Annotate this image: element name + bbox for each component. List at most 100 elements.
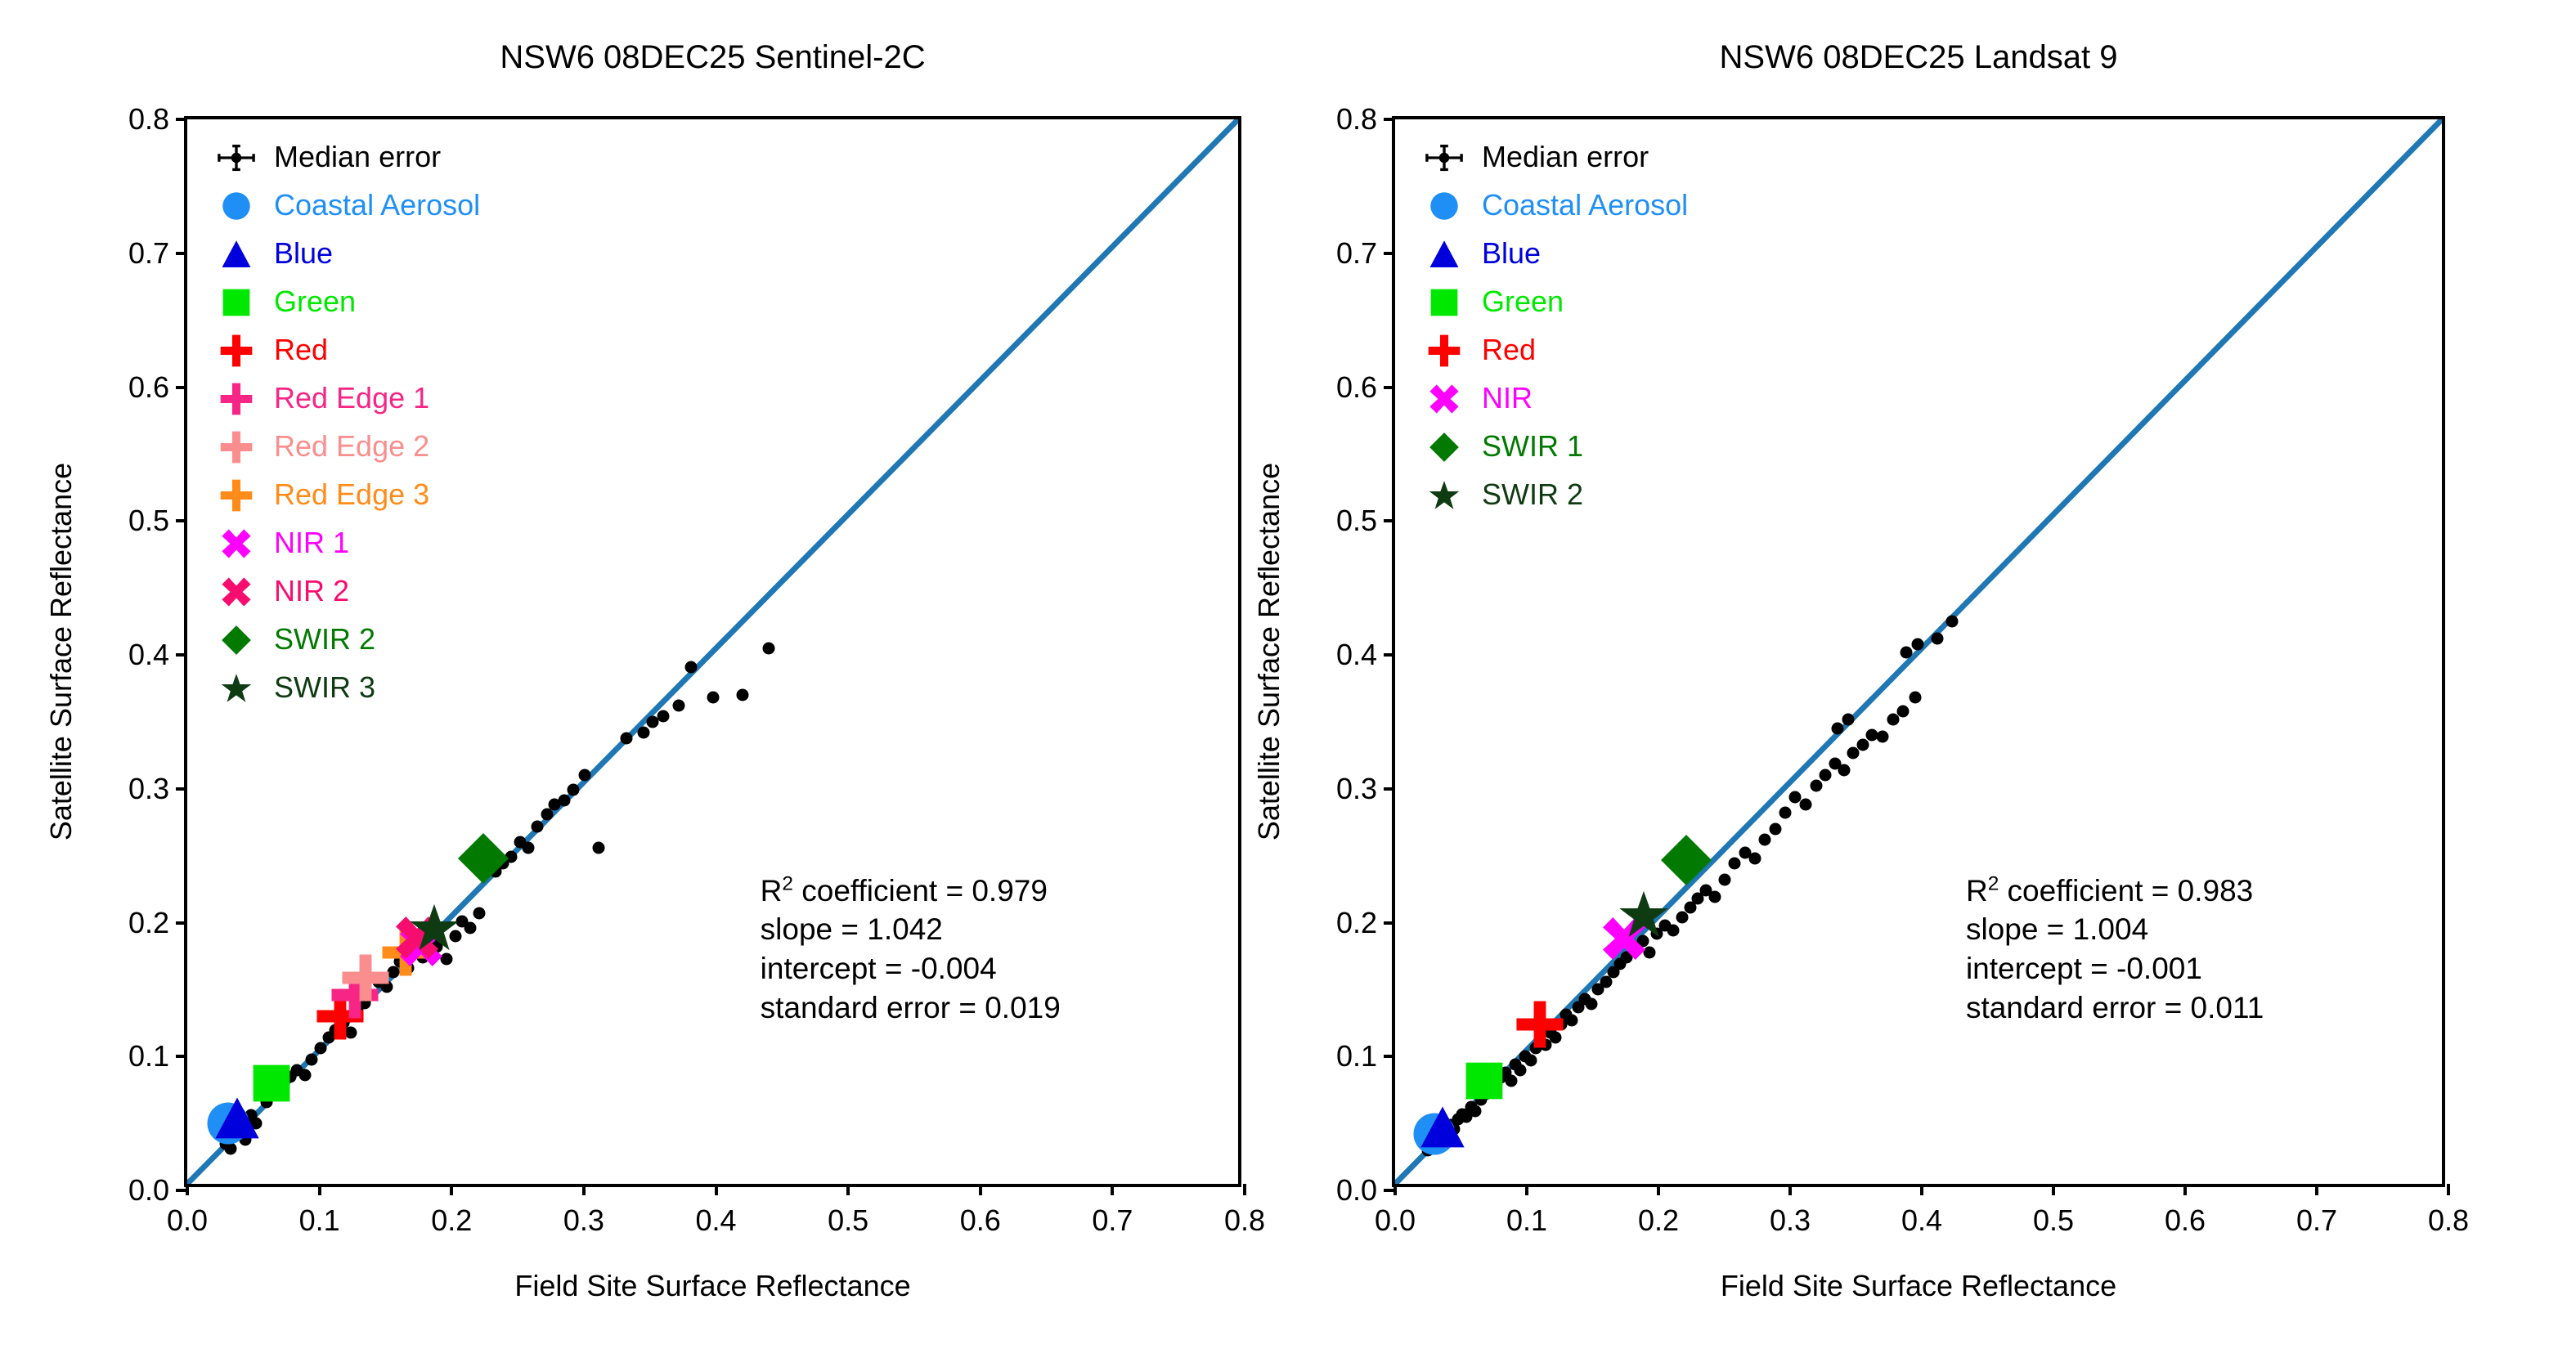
legend-label: SWIR 3 bbox=[274, 670, 376, 704]
scatter-point bbox=[1865, 728, 1878, 742]
scatter-point bbox=[1931, 632, 1944, 645]
legend-item-swir-1[interactable]: SWIR 1 bbox=[1407, 424, 1688, 472]
stat-r2-exponent: 2 bbox=[782, 872, 793, 895]
scatter-point bbox=[298, 1069, 312, 1082]
scatter-point bbox=[1911, 638, 1924, 651]
y-axis-label: Satellite Surface Reflectance bbox=[1252, 462, 1286, 841]
scatter-point bbox=[305, 1053, 318, 1066]
y-tick-label: 0.3 bbox=[1335, 771, 1377, 805]
y-tick bbox=[176, 385, 187, 389]
y-tick-label: 0.4 bbox=[1335, 638, 1377, 671]
stat-r2-symbol: R bbox=[760, 873, 783, 908]
x-tick bbox=[317, 1184, 321, 1195]
legend-item-red[interactable]: Red bbox=[1407, 327, 1688, 375]
stat-slope: slope = 1.042 bbox=[760, 912, 943, 947]
legend-label: Green bbox=[1482, 285, 1564, 318]
scatter-point bbox=[646, 715, 659, 728]
x-tick bbox=[1243, 1184, 1246, 1195]
y-tick bbox=[1384, 921, 1395, 925]
scatter-point bbox=[736, 688, 749, 701]
legend-label: SWIR 2 bbox=[1482, 477, 1584, 511]
legend-item-red-edge-2[interactable]: Red Edge 2 bbox=[199, 424, 480, 472]
scatter-point bbox=[1788, 791, 1802, 804]
scatter-point bbox=[567, 783, 580, 796]
band-marker-red-edge-2 bbox=[340, 952, 391, 1003]
stat-standard-error: standard error = 0.011 bbox=[1965, 990, 2264, 1024]
legend-label: Coastal Aerosol bbox=[1482, 188, 1689, 222]
scatter-point bbox=[1684, 901, 1697, 914]
x-tick bbox=[978, 1184, 982, 1195]
y-tick bbox=[1384, 653, 1395, 657]
legend-label: NIR bbox=[1482, 381, 1533, 415]
legend-label: Red Edge 3 bbox=[274, 477, 430, 511]
legend-item-coastal-aerosol[interactable]: Coastal Aerosol bbox=[199, 182, 480, 231]
scatter-point bbox=[1600, 975, 1613, 988]
scatter-point bbox=[1779, 806, 1792, 819]
chart-panel-landsat-9: NSW6 08DEC25 Landsat 9 0.0 0.0 0.1 0.1 0.2 0.2… bbox=[1252, 0, 2576, 1349]
scatter-point bbox=[1819, 769, 1832, 782]
one-to-one-line bbox=[1395, 119, 2442, 1184]
legend-item-nir[interactable]: NIR bbox=[1407, 375, 1688, 424]
scatter-point bbox=[548, 798, 561, 811]
legend-marker-triangle-icon bbox=[1407, 231, 1482, 279]
legend-label: NIR 2 bbox=[274, 574, 350, 607]
x-tick bbox=[1111, 1184, 1115, 1195]
y-axis-label: Satellite Surface Reflectance bbox=[44, 462, 78, 841]
legend-item-median-error[interactable]: Median error bbox=[199, 134, 480, 182]
legend-item-swir-2[interactable]: SWIR 2 bbox=[199, 616, 480, 665]
band-marker-red bbox=[1515, 999, 1565, 1050]
legend-marker-plus-icon bbox=[199, 375, 274, 424]
y-tick-label: 0.3 bbox=[128, 771, 169, 805]
legend-marker-plus-icon bbox=[199, 424, 274, 472]
scatter-point bbox=[620, 732, 633, 745]
scatter-point bbox=[578, 769, 591, 782]
legend-marker-xcross-icon bbox=[1407, 375, 1482, 424]
scatter-point bbox=[224, 1142, 237, 1155]
y-tick-label: 0.4 bbox=[128, 638, 169, 671]
y-tick-label: 0.7 bbox=[1335, 235, 1377, 270]
legend: Median error Coastal Aerosol Blue Green Red R… bbox=[199, 134, 480, 713]
x-tick bbox=[1788, 1184, 1792, 1195]
legend-item-blue[interactable]: Blue bbox=[1407, 231, 1688, 279]
y-tick bbox=[1384, 385, 1395, 389]
scatter-point bbox=[1847, 746, 1860, 760]
legend-item-nir-1[interactable]: NIR 1 bbox=[199, 520, 480, 568]
y-tick bbox=[1384, 251, 1395, 255]
scatter-point bbox=[1829, 757, 1842, 770]
legend-marker-circle-icon bbox=[1407, 182, 1482, 231]
legend-marker-square-icon bbox=[1407, 279, 1482, 327]
stat-r2-value: coefficient = 0.979 bbox=[792, 873, 1048, 908]
scatter-point bbox=[592, 841, 605, 854]
legend-item-median-error[interactable]: Median error bbox=[1407, 134, 1688, 182]
legend-item-coastal-aerosol[interactable]: Coastal Aerosol bbox=[1407, 182, 1688, 231]
legend-label: SWIR 1 bbox=[1482, 429, 1584, 463]
scatter-point bbox=[1514, 1064, 1527, 1077]
scatter-point bbox=[531, 820, 544, 833]
legend-item-green[interactable]: Green bbox=[199, 279, 480, 327]
stat-r2-value: coefficient = 0.983 bbox=[1999, 873, 2254, 908]
plot-axes: 0.0 0.0 0.1 0.1 0.2 0.2 0.3 0.3 0.4 0.4 0.5 0.5 0.6 0… bbox=[1336, 102, 2469, 1237]
legend-marker-plus-icon bbox=[199, 327, 274, 375]
y-tick-label: 0.1 bbox=[1335, 1039, 1377, 1073]
legend-item-swir-2[interactable]: SWIR 2 bbox=[1407, 472, 1688, 520]
legend-label: NIR 1 bbox=[274, 526, 350, 559]
legend-label: Red Edge 2 bbox=[274, 429, 430, 463]
scatter-point bbox=[1856, 738, 1869, 751]
legend-item-red-edge-3[interactable]: Red Edge 3 bbox=[199, 472, 480, 520]
legend-item-red-edge-1[interactable]: Red Edge 1 bbox=[199, 375, 480, 424]
scatter-point bbox=[1708, 890, 1721, 903]
plot-axes: 0.0 0.0 0.1 0.1 0.2 0.2 0.3 0.3 0.4 0.4 0.5 0.5 0.6 0… bbox=[128, 102, 1265, 1237]
legend-marker-errorbar-icon bbox=[199, 134, 274, 182]
legend-item-green[interactable]: Green bbox=[1407, 279, 1688, 327]
scatter-point bbox=[1676, 911, 1689, 924]
scatter-point bbox=[1699, 884, 1712, 897]
legend-item-swir-3[interactable]: SWIR 3 bbox=[199, 665, 480, 713]
x-tick-label: 0.0 bbox=[1374, 1203, 1416, 1237]
x-axis-label: Field Site Surface Reflectance bbox=[514, 1269, 911, 1302]
y-tick bbox=[1384, 118, 1395, 121]
x-tick bbox=[2447, 1184, 2450, 1195]
legend-item-blue[interactable]: Blue bbox=[199, 231, 480, 279]
legend-item-red[interactable]: Red bbox=[199, 327, 480, 375]
legend-item-nir-2[interactable]: NIR 2 bbox=[199, 568, 480, 616]
